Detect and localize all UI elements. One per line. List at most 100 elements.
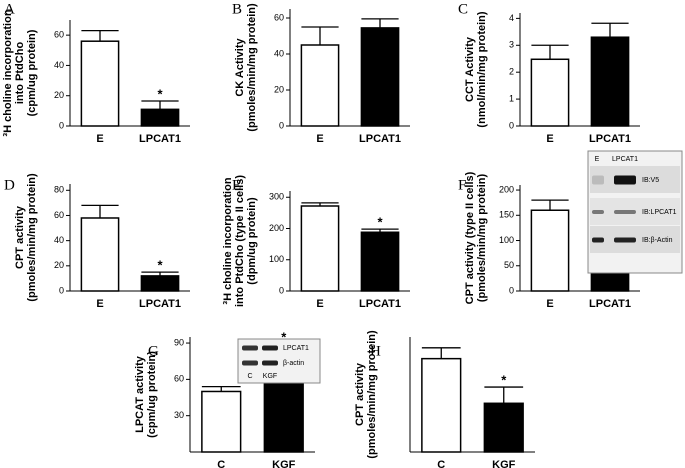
y-tick-label: 0 [59,285,64,295]
y-tick-label: 0 [509,120,514,130]
y-axis-label: CPT activity [354,362,366,426]
y-tick-label: 60 [274,12,284,22]
y-tick-label: 30 [174,410,184,420]
bar [590,36,630,127]
blot-label: β-actin [283,360,304,367]
blot-label: LPCAT1 [283,345,309,352]
y-tick-label: 100 [269,254,284,264]
y-axis-label: CCT Activity [464,36,476,102]
y-axis-label: CK Activity [234,37,246,96]
significance-star: * [377,215,383,230]
significance-star: * [281,330,287,345]
bar [80,217,120,292]
y-axis-label: LPCAT activity [134,355,146,433]
y-tick-label: 50 [504,260,514,270]
x-tick-label: LPCAT1 [589,298,631,310]
blot-band [592,210,604,214]
bar [360,231,400,292]
panel-letter: D [4,177,15,193]
panel-letter: H [370,343,381,359]
blot-band [592,175,604,185]
y-tick-label: 20 [274,84,284,94]
blot-label: IB:LPCAT1 [642,209,677,216]
blot-band [242,360,258,366]
bar [300,205,340,292]
y-tick-label: 80 [54,185,64,195]
bar [360,27,400,127]
panel-letter: E [232,177,241,193]
y-tick-label: 20 [54,260,64,270]
y-tick-label: 40 [54,235,64,245]
y-tick-label: 40 [274,48,284,58]
blot-band [614,210,636,214]
significance-star: * [157,86,163,101]
bar [140,108,180,127]
bar [80,40,120,127]
panel-letter: A [4,1,15,17]
panel-letter: G [148,343,159,359]
y-axis-label: (pmoles/min/mg protein) [26,173,38,302]
x-tick-label: E [546,133,553,145]
y-tick-label: 100 [499,235,514,245]
lane-label: LPCAT1 [612,156,638,163]
significance-star: * [157,258,163,273]
y-tick-label: 3 [509,40,514,50]
x-tick-label: LPCAT1 [139,133,181,145]
panel-letter: F [458,177,466,193]
panel-letter: C [458,1,468,17]
x-tick-label: LPCAT1 [359,298,401,310]
y-axis-label: CPT activity [14,205,26,269]
y-axis-label: ³H choline incorporation [222,177,234,304]
y-axis-label: (pmoles/min/mg protein) [246,3,258,132]
y-tick-label: 0 [509,285,514,295]
x-tick-label: E [546,298,553,310]
bar [300,44,340,127]
blot-label: IB:β-Actin [642,237,673,244]
blot-band [242,345,258,351]
y-tick-label: 200 [499,184,514,194]
blot-band [614,237,636,243]
y-axis-label: (cpm/ug protein) [146,351,158,438]
y-tick-label: 4 [509,13,514,23]
x-tick-label: LPCAT1 [589,133,631,145]
bar [530,209,570,292]
x-tick-label: C [217,459,225,468]
x-tick-label: LPCAT1 [139,298,181,310]
y-tick-label: 60 [54,210,64,220]
x-tick-label: C [437,459,445,468]
blot-label: IB:V5 [642,177,659,184]
y-tick-label: 0 [279,285,284,295]
bar [530,58,570,127]
y-tick-label: 40 [54,60,64,70]
y-axis-label: into PtdCho [14,42,26,105]
x-tick-label: E [96,133,103,145]
y-tick-label: 90 [174,337,184,347]
lane-label: KGF [263,373,277,380]
y-axis-label: (pmoles/min/mg protein) [476,173,488,302]
y-axis-label: (cpm/ug protein) [26,29,38,116]
blot-band [262,360,278,366]
significance-star: * [501,372,507,387]
y-tick-label: 150 [499,210,514,220]
y-axis-label: (nmol/min/mg protein) [476,11,488,127]
blot-band [592,237,604,243]
bar [201,390,242,453]
x-tick-label: E [96,298,103,310]
x-tick-label: LPCAT1 [359,133,401,145]
bar [421,357,462,453]
y-axis-label: ³H choline incorporation [2,9,14,136]
bar [140,275,180,292]
x-tick-label: E [316,298,323,310]
y-axis-label: into PtdCho (type II cells) [234,175,246,307]
y-tick-label: 300 [269,192,284,202]
y-tick-label: 0 [279,120,284,130]
y-axis-label: CPT activity (type II cells) [464,171,476,304]
y-tick-label: 2 [509,67,514,77]
x-tick-label: KGF [272,459,296,468]
y-tick-label: 1 [509,93,514,103]
y-tick-label: 200 [269,223,284,233]
panel-letter: B [232,1,242,17]
x-tick-label: E [316,133,323,145]
blot-band [262,345,278,351]
